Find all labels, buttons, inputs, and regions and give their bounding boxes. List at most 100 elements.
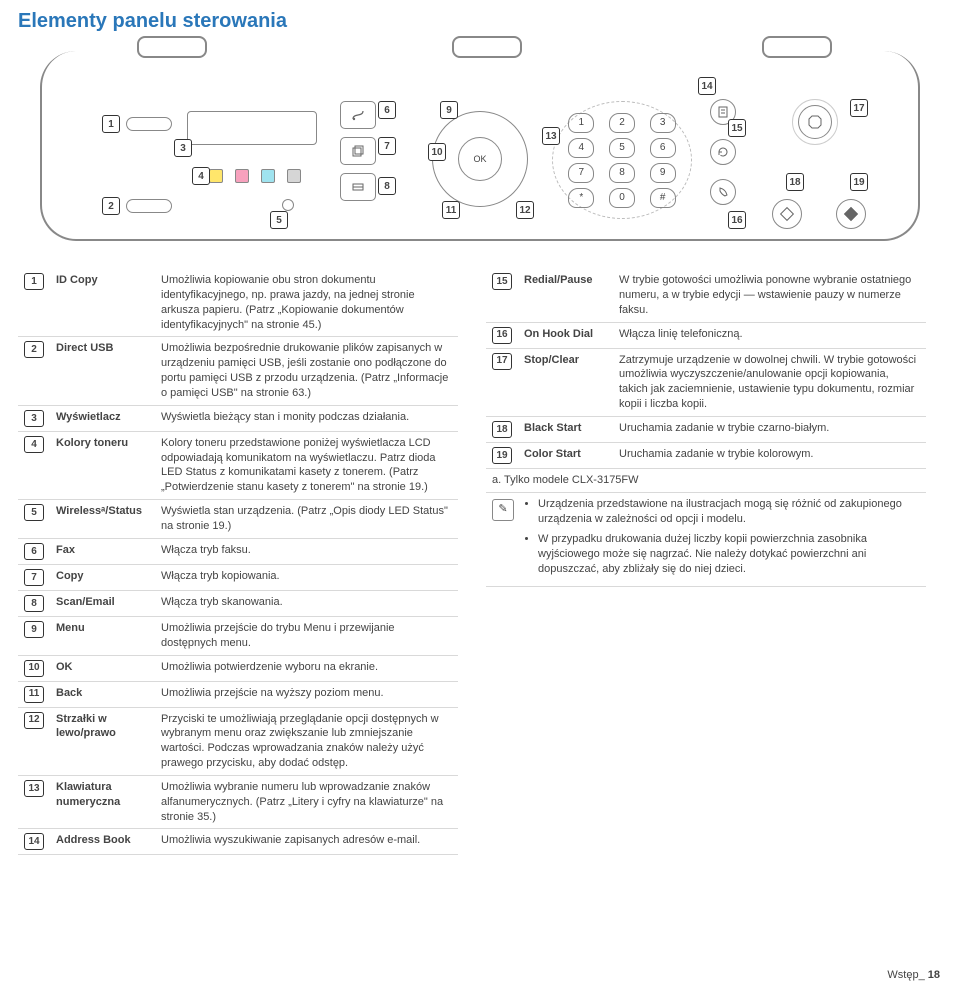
- callout-19: 19: [850, 173, 868, 191]
- row-number: 14: [24, 833, 44, 850]
- row-description: Kolory toneru przedstawione poniżej wyśw…: [155, 431, 458, 499]
- row-description: Umożliwia wyszukiwanie zapisanych adresó…: [155, 829, 458, 855]
- row-number: 15: [492, 273, 512, 290]
- callout-16: 16: [728, 211, 746, 229]
- callout-15: 15: [728, 119, 746, 137]
- page-title: Elementy panelu sterowania: [18, 10, 942, 33]
- keypad-key: *: [568, 188, 594, 208]
- callout-17: 17: [850, 99, 868, 117]
- callout-13: 13: [542, 127, 560, 145]
- copy-button-icon: [340, 137, 376, 165]
- table-row: 13Klawiatura numerycznaUmożliwia wybrani…: [18, 775, 458, 829]
- callout-5: 5: [270, 211, 288, 229]
- callout-2: 2: [102, 197, 120, 215]
- row-description: Włącza tryb kopiowania.: [155, 564, 458, 590]
- table-row: 10OKUmożliwia potwierdzenie wyboru na ek…: [18, 655, 458, 681]
- callout-7: 7: [378, 137, 396, 155]
- dpad: OK: [432, 111, 528, 207]
- callout-3: 3: [174, 139, 192, 157]
- row-name: Back: [50, 681, 155, 707]
- row-name: Kolory toneru: [50, 431, 155, 499]
- row-number: 17: [492, 353, 512, 370]
- toner-led-row: [209, 169, 301, 183]
- note-row: ✎Urządzenia przedstawione na ilustracjac…: [486, 492, 926, 586]
- keypad-key: 1: [568, 113, 594, 133]
- row-name: On Hook Dial: [518, 322, 613, 348]
- callout-10: 10: [428, 143, 446, 161]
- table-row: 8 Scan/EmailWłącza tryb skanowania.: [18, 590, 458, 616]
- row-name: Strzałki w lewo/prawo: [50, 707, 155, 775]
- pill-button: [126, 199, 172, 213]
- row-name: ID Copy: [50, 269, 155, 337]
- color-start-icon: [836, 199, 866, 229]
- table-row: 3WyświetlaczWyświetla bieżący stan i mon…: [18, 405, 458, 431]
- row-description: Włącza linię telefoniczną.: [613, 322, 926, 348]
- onhook-icon: [710, 179, 736, 205]
- pill-button: [126, 117, 172, 131]
- table-row: 17Stop/ClearZatrzymuje urządzenie w dowo…: [486, 348, 926, 416]
- keypad-key: #: [650, 188, 676, 208]
- row-description: Włącza tryb skanowania.: [155, 590, 458, 616]
- callout-18: 18: [786, 173, 804, 191]
- row-description: Wyświetla bieżący stan i monity podczas …: [155, 405, 458, 431]
- keypad-key: 2: [609, 113, 635, 133]
- note-list: Urządzenia przedstawione na ilustracjach…: [524, 497, 920, 582]
- row-name: Scan/Email: [50, 590, 155, 616]
- row-name: Klawiatura numeryczna: [50, 775, 155, 829]
- black-start-icon: [772, 199, 802, 229]
- row-name: Color Start: [518, 442, 613, 468]
- row-description: Wyświetla stan urządzenia. (Patrz „Opis …: [155, 500, 458, 539]
- scan-button-icon: [340, 173, 376, 201]
- row-number: 3: [24, 410, 44, 427]
- row-name: Direct USB: [50, 337, 155, 405]
- table-row: 5Wirelessᵃ/StatusWyświetla stan urządzen…: [18, 500, 458, 539]
- row-description: Umożliwia przejście do trybu Menu i prze…: [155, 616, 458, 655]
- callout-9: 9: [440, 101, 458, 119]
- note-block: ✎Urządzenia przedstawione na ilustracjac…: [492, 497, 920, 582]
- status-led: [282, 199, 294, 211]
- table-row: 2Direct USBUmożliwia bezpośrednie drukow…: [18, 337, 458, 405]
- redial-icon: [710, 139, 736, 165]
- callout-6: 6: [378, 101, 396, 119]
- numeric-keypad: 123456789*0#: [552, 101, 692, 219]
- keypad-key: 5: [609, 138, 635, 158]
- row-number: 6: [24, 543, 44, 560]
- row-description: Umożliwia przejście na wyższy poziom men…: [155, 681, 458, 707]
- table-row: 1ID CopyUmożliwia kopiowanie obu stron d…: [18, 269, 458, 337]
- keypad-key: 0: [609, 188, 635, 208]
- row-number: 12: [24, 712, 44, 729]
- row-name: Redial/Pause: [518, 269, 613, 322]
- table-row: 14Address BookUmożliwia wyszukiwanie zap…: [18, 829, 458, 855]
- page-footer: Wstęp_ 18: [887, 969, 940, 981]
- right-description-table: 15Redial/PauseW trybie gotowości umożliw…: [486, 269, 926, 587]
- row-name: Stop/Clear: [518, 348, 613, 416]
- row-number: 7: [24, 569, 44, 586]
- row-name: Black Start: [518, 416, 613, 442]
- keypad-key: 3: [650, 113, 676, 133]
- row-number: 19: [492, 447, 512, 464]
- table-row: 4Kolory toneruKolory toneru przedstawion…: [18, 431, 458, 499]
- left-description-table: 1ID CopyUmożliwia kopiowanie obu stron d…: [18, 269, 458, 855]
- row-number: 18: [492, 421, 512, 438]
- row-name: Copy: [50, 564, 155, 590]
- description-columns: 1ID CopyUmożliwia kopiowanie obu stron d…: [18, 269, 942, 855]
- table-row: 16On Hook DialWłącza linię telefoniczną.: [486, 322, 926, 348]
- callout-4: 4: [192, 167, 210, 185]
- row-description: Uruchamia zadanie w trybie czarno-białym…: [613, 416, 926, 442]
- row-number: 11: [24, 686, 44, 703]
- keypad-key: 4: [568, 138, 594, 158]
- table-row: 18 Black StartUruchamia zadanie w trybie …: [486, 416, 926, 442]
- callout-12: 12: [516, 201, 534, 219]
- row-number: 8: [24, 595, 44, 612]
- row-description: Umożliwia potwierdzenie wyboru na ekrani…: [155, 655, 458, 681]
- keypad-key: 6: [650, 138, 676, 158]
- table-row: 11 BackUmożliwia przejście na wyższy pozi…: [18, 681, 458, 707]
- row-name: Wirelessᵃ/Status: [50, 500, 155, 539]
- keypad-key: 8: [609, 163, 635, 183]
- table-row: 12 Strzałki w lewo/prawoPrzyciski te umoż…: [18, 707, 458, 775]
- control-panel-illustration: OK 123456789*0# 12345: [18, 51, 942, 241]
- row-description: Przyciski te umożliwiają przeglądanie op…: [155, 707, 458, 775]
- row-description: Włącza tryb faksu.: [155, 538, 458, 564]
- row-name: OK: [50, 655, 155, 681]
- lcd-display: [187, 111, 317, 145]
